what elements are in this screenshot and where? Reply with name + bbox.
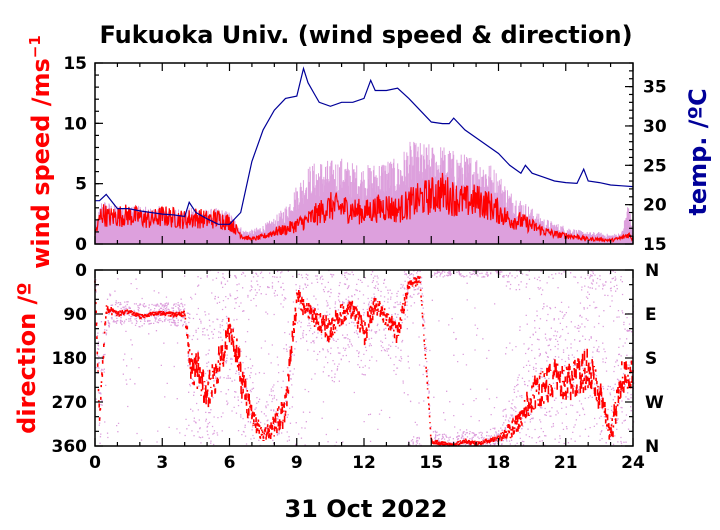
direction-tick-label: 270 (52, 393, 88, 413)
speed-gust-band (94, 141, 634, 244)
compass-tick-label: W (645, 393, 664, 413)
speed-axis-label: wind speed /ms−1 (26, 35, 55, 269)
x-tick-label: 3 (156, 453, 168, 473)
speed-tick-label: 5 (75, 175, 87, 195)
temp-tick-label: 30 (643, 117, 667, 137)
axes: 0 3 6 9 12 15 18 21 24 0 5 10 15 15 20 25 30 35 0 N 90 E 180 S 2… (52, 54, 667, 473)
compass-tick-label: N (645, 437, 659, 457)
x-tick-label: 6 (224, 453, 236, 473)
x-tick-label: 12 (352, 453, 376, 473)
temperature-line (95, 66, 634, 225)
x-axis-label: 31 Oct 2022 (284, 495, 447, 523)
direction-tick-label: 360 (52, 437, 88, 457)
temp-tick-label: 35 (643, 78, 667, 98)
x-tick-label: 24 (621, 453, 645, 473)
speed-tick-label: 0 (75, 235, 87, 255)
speed-tick-label: 15 (63, 54, 87, 74)
direction-tick-label: 90 (63, 305, 87, 325)
chart-title: Fukuoka Univ. (wind speed & direction) (99, 21, 632, 49)
temperature-series (95, 66, 634, 225)
temp-tick-label: 25 (643, 156, 667, 176)
direction-tick-label: 180 (52, 349, 88, 369)
compass-tick-label: S (645, 349, 657, 369)
direction-gust-points (95, 269, 635, 447)
speed-mean-series (94, 172, 634, 244)
speed-tick-label: 10 (63, 114, 87, 134)
temperature-axis-label: temp. /ºC (684, 88, 712, 215)
compass-tick-label: E (645, 305, 657, 325)
x-tick-label: 21 (554, 453, 578, 473)
speed-gust-area (94, 141, 634, 244)
x-tick-label: 0 (89, 453, 101, 473)
temp-tick-label: 20 (643, 196, 667, 216)
direction-axis-label: direction /º (13, 282, 41, 434)
x-tick-label: 9 (291, 453, 303, 473)
x-tick-label: 15 (419, 453, 443, 473)
x-tick-label: 18 (487, 453, 511, 473)
compass-tick-label: N (645, 261, 659, 281)
temp-tick-label: 15 (643, 235, 667, 255)
direction-gust-dots (95, 269, 635, 447)
speed-mean-line (94, 172, 634, 244)
direction-plot-frame (94, 269, 634, 447)
direction-tick-label: 0 (75, 261, 87, 281)
